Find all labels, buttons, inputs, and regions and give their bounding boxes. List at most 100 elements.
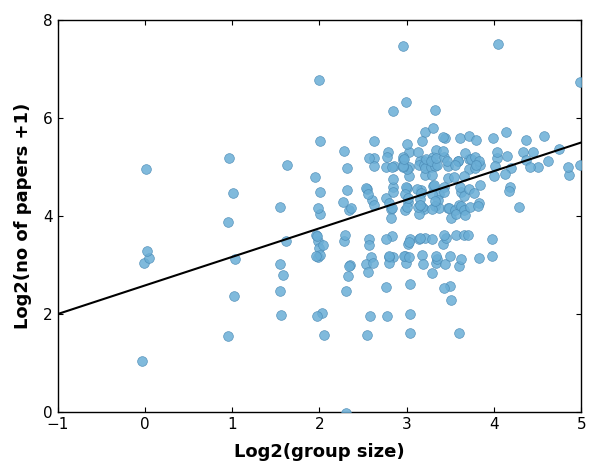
Point xyxy=(438,148,448,155)
Point xyxy=(456,205,466,212)
Point xyxy=(228,189,238,197)
Point xyxy=(429,181,439,189)
Point xyxy=(455,183,464,191)
Point xyxy=(382,163,391,171)
Point xyxy=(463,232,473,239)
Point xyxy=(381,194,391,202)
Point xyxy=(419,260,428,267)
Point xyxy=(564,171,574,179)
Point xyxy=(282,161,292,169)
Point xyxy=(389,162,399,170)
Point xyxy=(446,214,455,221)
Point xyxy=(474,157,484,165)
Point xyxy=(364,190,373,198)
Point xyxy=(440,261,450,268)
Point xyxy=(525,163,535,171)
Point xyxy=(388,204,397,211)
Point xyxy=(533,163,542,171)
Point xyxy=(563,163,572,171)
Point xyxy=(464,166,473,173)
Point xyxy=(346,204,356,211)
Point xyxy=(364,235,373,242)
Point xyxy=(384,252,394,259)
Point xyxy=(502,152,512,160)
Point xyxy=(362,185,372,192)
Point xyxy=(313,253,322,260)
Point xyxy=(430,162,439,170)
Point xyxy=(404,163,413,171)
Point xyxy=(416,189,425,197)
Point xyxy=(475,161,484,169)
Point xyxy=(488,134,498,142)
Point xyxy=(383,149,392,156)
Point xyxy=(365,313,375,320)
Point xyxy=(442,157,452,165)
Point xyxy=(439,284,448,291)
Point xyxy=(311,231,321,238)
Point xyxy=(469,190,479,197)
Point xyxy=(311,173,320,181)
Point xyxy=(141,165,151,173)
Point xyxy=(449,173,458,180)
Point xyxy=(370,155,379,162)
Point xyxy=(454,202,463,209)
Point xyxy=(443,204,453,212)
Point xyxy=(467,155,476,162)
Point xyxy=(137,357,146,365)
Point xyxy=(362,331,372,338)
Point xyxy=(431,259,441,267)
Point xyxy=(388,189,398,196)
Point xyxy=(416,186,426,194)
Point xyxy=(368,196,377,203)
Point xyxy=(514,203,524,211)
Point xyxy=(445,252,455,259)
Point xyxy=(276,311,286,319)
Point xyxy=(415,210,424,218)
Point xyxy=(428,171,437,179)
Point xyxy=(440,134,450,142)
Point xyxy=(312,232,322,239)
Point xyxy=(224,218,233,226)
Point xyxy=(398,162,407,170)
Point xyxy=(464,155,474,163)
Point xyxy=(428,235,437,243)
Point xyxy=(489,172,499,180)
Point xyxy=(398,153,408,161)
Point xyxy=(399,253,409,260)
Point xyxy=(471,136,481,144)
Point xyxy=(398,156,408,164)
Point xyxy=(368,260,378,267)
Point xyxy=(406,235,415,243)
Point xyxy=(492,148,502,155)
Point xyxy=(428,153,437,161)
Point xyxy=(281,237,290,245)
Point xyxy=(440,183,449,191)
Point xyxy=(460,192,469,200)
Point xyxy=(434,204,444,212)
Point xyxy=(460,211,470,219)
Point xyxy=(406,329,415,336)
Point xyxy=(314,244,324,252)
Point xyxy=(369,137,379,145)
Point xyxy=(455,262,464,269)
Point xyxy=(363,268,373,276)
Point xyxy=(439,153,449,161)
Point xyxy=(421,155,430,163)
Point xyxy=(402,165,412,173)
Point xyxy=(521,156,530,163)
Point xyxy=(451,206,460,214)
Point xyxy=(364,241,374,248)
Point xyxy=(364,154,374,162)
Point xyxy=(413,203,423,210)
Point xyxy=(415,234,425,242)
Point xyxy=(464,186,474,193)
Point xyxy=(456,255,466,263)
Point xyxy=(387,163,397,171)
Point xyxy=(342,186,352,194)
Point xyxy=(382,312,392,320)
Point xyxy=(223,332,233,340)
Point xyxy=(433,197,443,204)
Point xyxy=(464,133,474,140)
Point xyxy=(316,210,325,218)
Point xyxy=(544,157,553,164)
